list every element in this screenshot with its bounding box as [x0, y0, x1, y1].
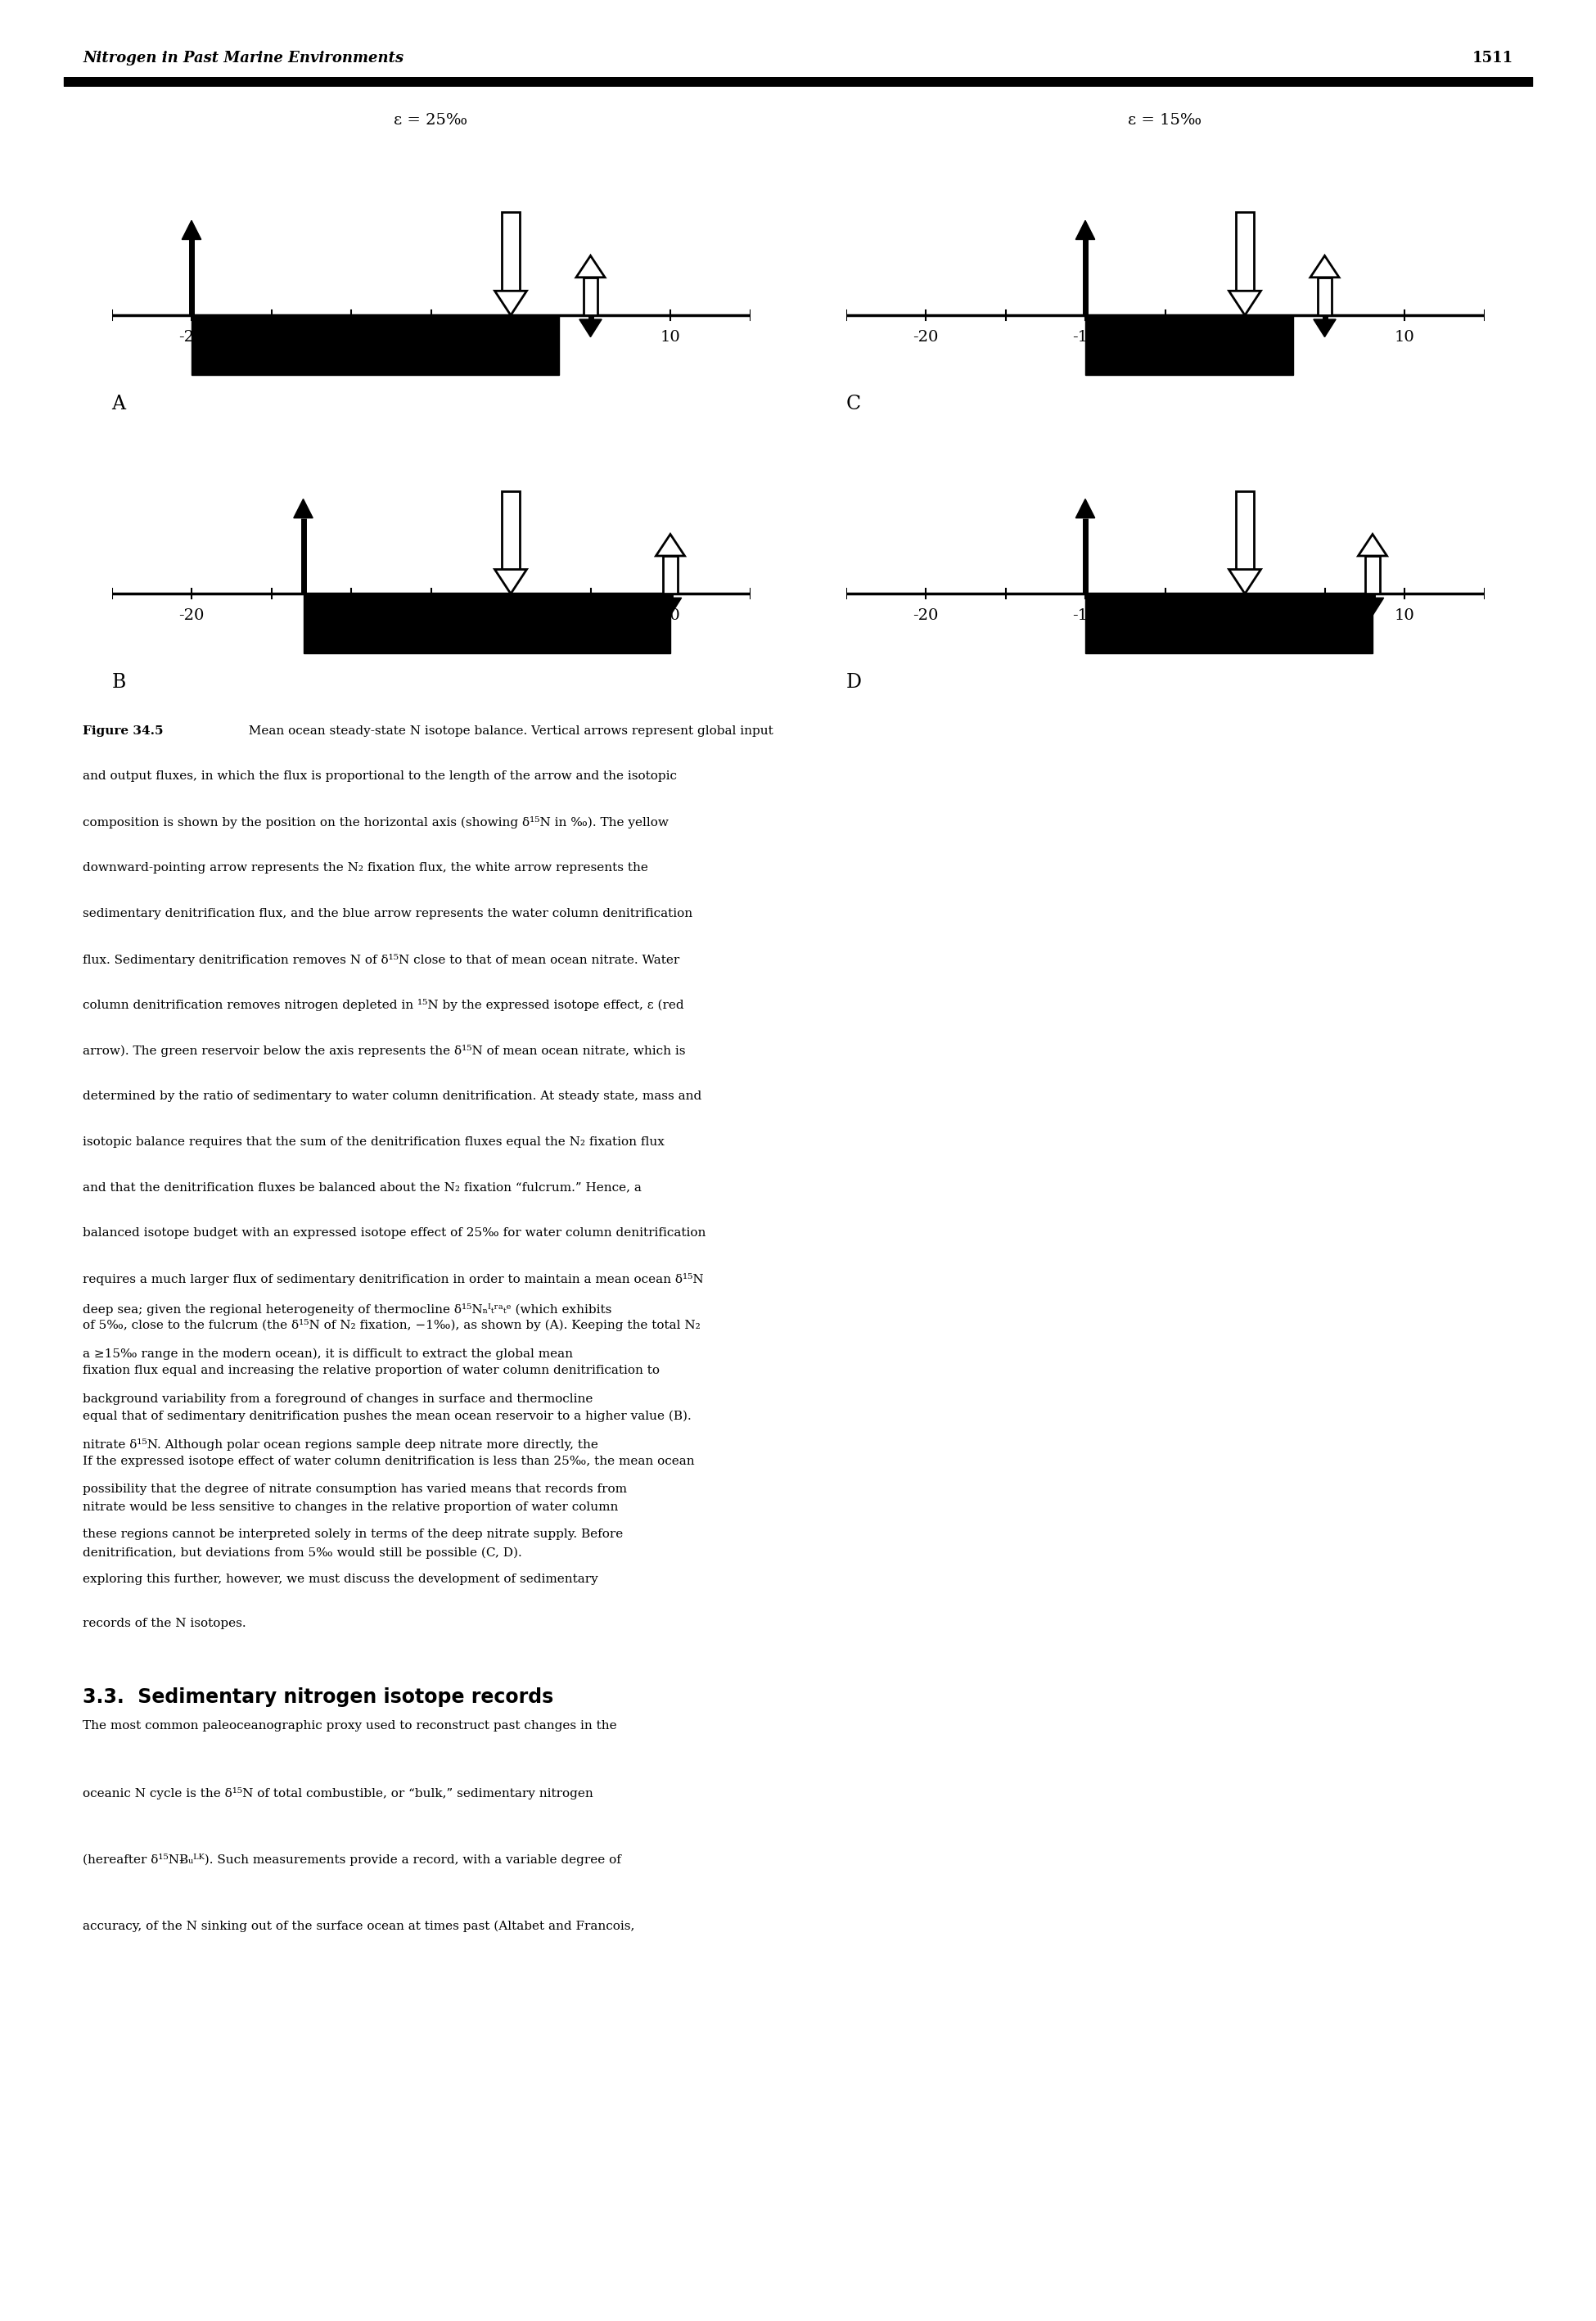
Text: requires a much larger flux of sedimentary denitrification in order to maintain : requires a much larger flux of sedimenta… [83, 1274, 704, 1286]
Text: -20: -20 [179, 330, 204, 346]
Text: D: D [846, 673, 862, 692]
Text: composition is shown by the position on the horizontal axis (showing δ¹⁵N in ‰).: composition is shown by the position on … [83, 817, 669, 829]
Polygon shape [1229, 569, 1261, 594]
Text: nitrate would be less sensitive to changes in the relative proportion of water c: nitrate would be less sensitive to chang… [83, 1502, 619, 1513]
Text: Nitrogen in Past Marine Environments: Nitrogen in Past Marine Environments [83, 51, 404, 65]
Text: Mean ocean steady-state N isotope balance. Vertical arrows represent global inpu: Mean ocean steady-state N isotope balanc… [241, 724, 772, 736]
Text: a ≥15‰ range in the modern ocean), it is difficult to extract the global mean: a ≥15‰ range in the modern ocean), it is… [83, 1349, 573, 1360]
Text: nitrate δ¹⁵N. Although polar ocean regions sample deep nitrate more directly, th: nitrate δ¹⁵N. Although polar ocean regio… [83, 1439, 598, 1451]
Text: -20: -20 [179, 608, 204, 624]
Polygon shape [1229, 290, 1261, 316]
Text: accuracy, of the N sinking out of the surface ocean at times past (Altabet and F: accuracy, of the N sinking out of the su… [83, 1922, 635, 1933]
Text: arrow). The green reservoir below the axis represents the δ¹⁵N of mean ocean nit: arrow). The green reservoir below the ax… [83, 1044, 686, 1056]
Text: oceanic N cycle is the δ¹⁵N of total combustible, or “bulk,” sedimentary nitroge: oceanic N cycle is the δ¹⁵N of total com… [83, 1787, 594, 1799]
Text: 0: 0 [1240, 608, 1250, 624]
Text: and output fluxes, in which the flux is proportional to the length of the arrow : and output fluxes, in which the flux is … [83, 771, 677, 782]
Bar [1085, 316, 1293, 374]
Bar [1317, 279, 1331, 316]
Bar [1085, 594, 1373, 655]
Text: The most common paleoceanographic proxy used to reconstruct past changes in the: The most common paleoceanographic proxy … [83, 1720, 618, 1731]
Text: 0: 0 [506, 608, 516, 624]
Text: deep sea; given the regional heterogeneity of thermocline δ¹⁵Nₙᴵₜʳᵃₜᵉ (which exh: deep sea; given the regional heterogenei… [83, 1304, 611, 1316]
Bar [664, 557, 677, 594]
Text: and that the denitrification fluxes be balanced about the N₂ fixation “fulcrum.”: and that the denitrification fluxes be b… [83, 1181, 642, 1193]
Text: -10: -10 [338, 330, 364, 346]
Text: records of the N isotopes.: records of the N isotopes. [83, 1618, 246, 1629]
Text: possibility that the degree of nitrate consumption has varied means that records: possibility that the degree of nitrate c… [83, 1483, 627, 1495]
Polygon shape [182, 220, 201, 239]
Bar [584, 279, 597, 316]
Polygon shape [576, 255, 605, 279]
Text: column denitrification removes nitrogen depleted in ¹⁵N by the expressed isotope: column denitrification removes nitrogen … [83, 998, 685, 1012]
Text: exploring this further, however, we must discuss the development of sedimentary: exploring this further, however, we must… [83, 1574, 598, 1585]
Polygon shape [1361, 599, 1384, 615]
Text: If the expressed isotope effect of water column denitrification is less than 25‰: If the expressed isotope effect of water… [83, 1455, 694, 1467]
Bar [1237, 492, 1254, 569]
Text: equal that of sedimentary denitrification pushes the mean ocean reservoir to a h: equal that of sedimentary denitrificatio… [83, 1411, 691, 1423]
Text: 3.3.  Sedimentary nitrogen isotope records: 3.3. Sedimentary nitrogen isotope record… [83, 1687, 554, 1706]
Text: isotopic balance requires that the sum of the denitrification fluxes equal the N: isotopic balance requires that the sum o… [83, 1137, 666, 1147]
Text: 10: 10 [1395, 330, 1414, 346]
Bar [501, 492, 520, 569]
Text: A: A [112, 395, 126, 413]
Polygon shape [1076, 220, 1095, 239]
Text: fixation flux equal and increasing the relative proportion of water column denit: fixation flux equal and increasing the r… [83, 1365, 661, 1376]
Polygon shape [495, 569, 527, 594]
Polygon shape [1076, 499, 1095, 518]
Bar [303, 594, 670, 655]
Text: balanced isotope budget with an expressed isotope effect of 25‰ for water column: balanced isotope budget with an expresse… [83, 1228, 705, 1239]
Text: 10: 10 [1395, 608, 1414, 624]
Polygon shape [1358, 534, 1387, 557]
Text: 0: 0 [506, 330, 516, 346]
Text: -10: -10 [1073, 330, 1098, 346]
Text: these regions cannot be interpreted solely in terms of the deep nitrate supply. : these regions cannot be interpreted sole… [83, 1527, 624, 1539]
Text: denitrification, but deviations from 5‰ would still be possible (C, D).: denitrification, but deviations from 5‰ … [83, 1548, 522, 1560]
Text: sedimentary denitrification flux, and the blue arrow represents the water column: sedimentary denitrification flux, and th… [83, 908, 693, 919]
Polygon shape [659, 599, 681, 615]
Text: determined by the ratio of sedimentary to water column denitrification. At stead: determined by the ratio of sedimentary t… [83, 1091, 702, 1102]
Bar [1365, 557, 1379, 594]
Polygon shape [1310, 255, 1339, 279]
Text: (hereafter δ¹⁵NɃᵤᴸᴷ). Such measurements provide a record, with a variable degree: (hereafter δ¹⁵NɃᵤᴸᴷ). Such measurements … [83, 1854, 621, 1866]
Text: background variability from a foreground of changes in surface and thermocline: background variability from a foreground… [83, 1393, 594, 1404]
Polygon shape [579, 320, 602, 337]
Text: of 5‰, close to the fulcrum (the δ¹⁵N of N₂ fixation, −1‰), as shown by (A). Kee: of 5‰, close to the fulcrum (the δ¹⁵N of… [83, 1318, 701, 1332]
Text: ε = 25‰: ε = 25‰ [394, 114, 468, 128]
Polygon shape [1314, 320, 1336, 337]
Text: 10: 10 [661, 608, 680, 624]
Text: 1511: 1511 [1472, 51, 1513, 65]
Text: B: B [112, 673, 126, 692]
Text: -10: -10 [338, 608, 364, 624]
Polygon shape [656, 534, 685, 557]
Polygon shape [495, 290, 527, 316]
Text: downward-pointing arrow represents the N₂ fixation flux, the white arrow represe: downward-pointing arrow represents the N… [83, 861, 648, 873]
Text: flux. Sedimentary denitrification removes N of δ¹⁵N close to that of mean ocean : flux. Sedimentary denitrification remove… [83, 954, 680, 966]
Bar [192, 316, 559, 374]
Text: -20: -20 [913, 330, 938, 346]
Text: 0: 0 [1240, 330, 1250, 346]
Text: 10: 10 [661, 330, 680, 346]
Bar [501, 214, 520, 290]
Text: ε = 15‰: ε = 15‰ [1128, 114, 1202, 128]
Text: -10: -10 [1073, 608, 1098, 624]
Text: -20: -20 [913, 608, 938, 624]
Bar [1237, 214, 1254, 290]
Polygon shape [294, 499, 313, 518]
Text: C: C [846, 395, 860, 413]
Text: Figure 34.5: Figure 34.5 [83, 724, 164, 736]
